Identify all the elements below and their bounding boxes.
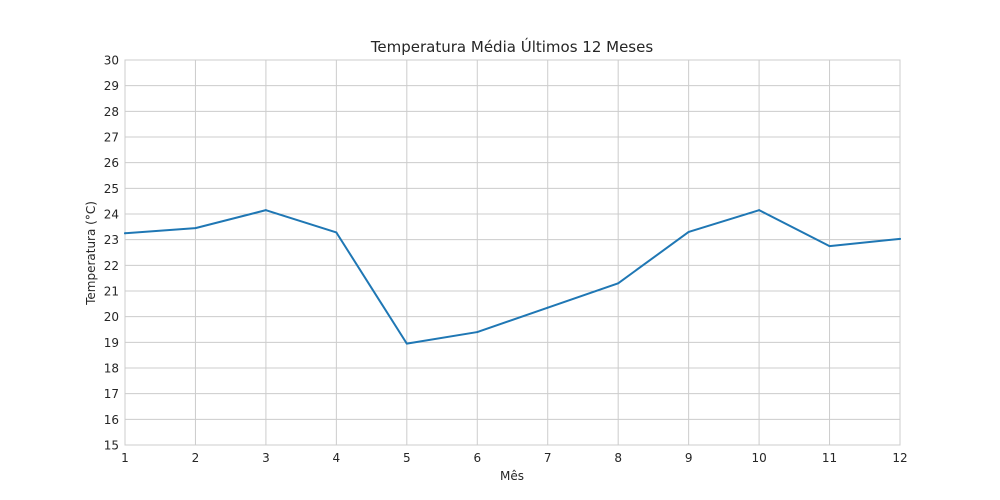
data-point	[617, 282, 620, 285]
data-point	[546, 306, 549, 309]
y-tick-label: 21	[104, 285, 119, 299]
data-point	[828, 245, 831, 248]
x-tick-label: 2	[192, 451, 200, 465]
chart-title: Temperatura Média Últimos 12 Meses	[370, 37, 654, 56]
x-tick-label: 7	[544, 451, 552, 465]
data-point	[335, 231, 338, 234]
y-tick-label: 27	[104, 131, 119, 145]
series-layer	[124, 209, 901, 345]
x-tick-label: 3	[262, 451, 270, 465]
x-tick-label: 10	[751, 451, 766, 465]
data-point	[124, 232, 126, 235]
y-tick-label: 24	[104, 208, 119, 222]
grid	[124, 59, 901, 446]
y-tick-label: 25	[104, 182, 119, 196]
x-tick-label: 12	[892, 451, 907, 465]
data-point	[476, 331, 479, 334]
data-point	[194, 227, 197, 230]
x-axis-ticks: 1 2 3 4 5 6 7 8 9 10 11 12	[121, 451, 907, 465]
y-tick-label: 26	[104, 156, 119, 170]
data-point	[758, 209, 761, 212]
y-tick-label: 16	[104, 413, 119, 427]
data-point	[264, 209, 267, 212]
x-tick-label: 1	[121, 451, 129, 465]
x-axis-title: Mês	[500, 469, 524, 483]
data-point	[405, 342, 408, 345]
y-tick-label: 18	[104, 362, 119, 376]
y-tick-label: 19	[104, 336, 119, 350]
y-tick-label: 28	[104, 105, 119, 119]
y-tick-label: 22	[104, 259, 119, 273]
data-point	[687, 230, 690, 233]
y-axis-ticks: 15 16 17 18 19 20 21 22 23 24 25 26 27 28 29 30	[104, 54, 119, 453]
y-tick-label: 23	[104, 233, 119, 247]
x-tick-label: 5	[403, 451, 411, 465]
x-tick-label: 9	[685, 451, 693, 465]
y-tick-label: 29	[104, 79, 119, 93]
y-tick-label: 30	[104, 54, 119, 68]
y-tick-label: 20	[104, 310, 119, 324]
x-tick-label: 8	[614, 451, 622, 465]
y-tick-label: 17	[104, 387, 119, 401]
series-line	[124, 209, 901, 345]
y-tick-label: 15	[104, 439, 119, 453]
x-tick-label: 11	[822, 451, 837, 465]
x-tick-label: 4	[333, 451, 341, 465]
y-axis-title: Temperatura (°C)	[84, 201, 98, 306]
x-tick-label: 6	[473, 451, 481, 465]
plot-area-frame	[124, 59, 901, 446]
data-point	[899, 237, 901, 240]
